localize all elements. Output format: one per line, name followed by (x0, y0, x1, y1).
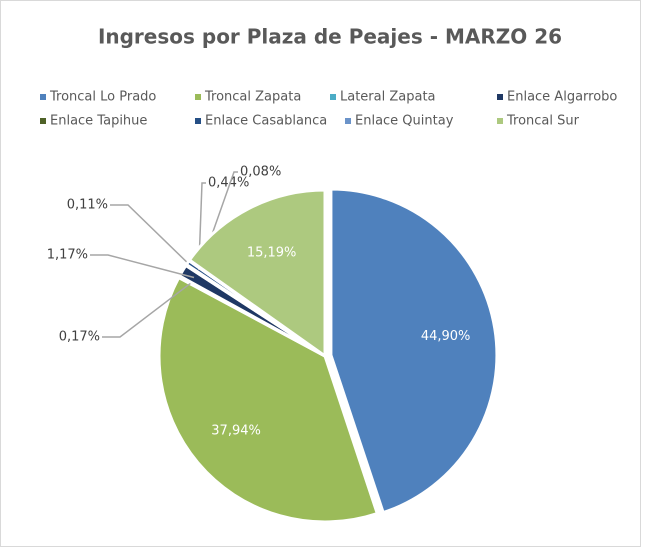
data-label: 37,94% (211, 423, 261, 438)
data-label: 15,19% (247, 245, 297, 260)
legend-label: Lateral Zapata (340, 90, 436, 105)
leader-line (90, 254, 195, 279)
data-label: 0,11% (67, 198, 108, 213)
pie-slice (329, 187, 499, 515)
legend-marker (497, 94, 503, 100)
pie-slice (187, 188, 327, 359)
leader-line (197, 182, 206, 271)
leader-line (110, 204, 198, 273)
legend-marker (40, 94, 46, 100)
legend-label: Enlace Casablanca (205, 114, 327, 129)
data-label: 0,08% (240, 165, 281, 180)
data-label: 44,90% (421, 329, 471, 344)
legend-label: Enlace Tapihue (50, 114, 147, 129)
legend-label: Troncal Sur (506, 114, 580, 129)
data-label: 0,17% (59, 330, 100, 345)
legend-marker (195, 94, 201, 100)
legend-label: Troncal Zapata (204, 90, 301, 105)
data-label: 0,44% (208, 176, 249, 191)
legend-marker (195, 118, 201, 124)
legend-marker (40, 118, 46, 124)
legend-label: Enlace Quintay (355, 114, 454, 129)
legend-marker (497, 118, 503, 124)
legend-marker (330, 94, 336, 100)
legend-label: Troncal Lo Prado (49, 90, 156, 105)
chart-title: Ingresos por Plaza de Peajes - MARZO 26 (98, 25, 562, 49)
legend-label: Enlace Algarrobo (507, 90, 617, 105)
data-label: 1,17% (47, 248, 88, 263)
legend-marker (345, 118, 351, 124)
leader-line (102, 282, 192, 338)
pie-slice (157, 275, 380, 524)
